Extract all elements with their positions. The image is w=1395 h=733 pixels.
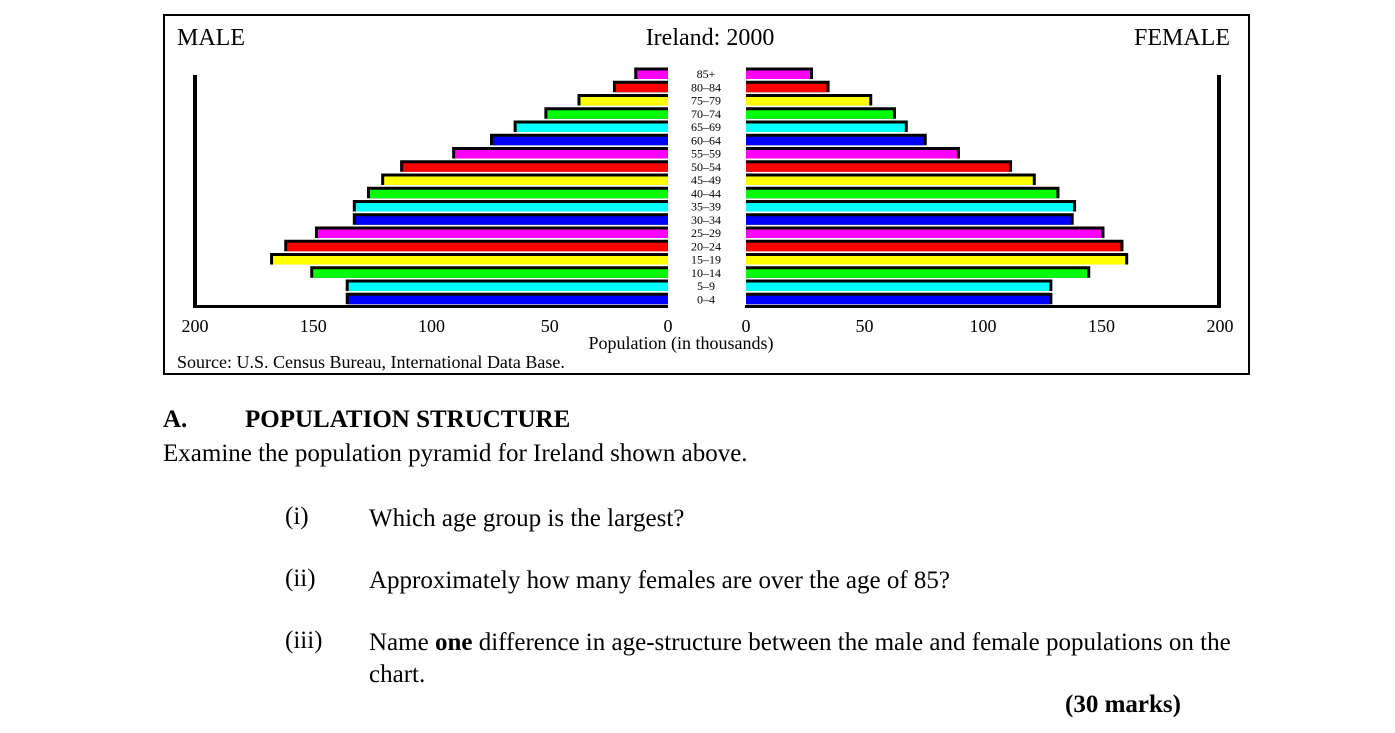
marks-label: (30 marks): [1065, 691, 1181, 718]
age-group-label: 30–34: [691, 213, 721, 227]
male-bar: [384, 176, 668, 185]
age-group-label: 20–24: [691, 239, 721, 253]
female-label: FEMALE: [1134, 25, 1230, 51]
male-bar: [317, 229, 668, 238]
section-title: POPULATION STRUCTURE: [245, 406, 571, 433]
female-bar: [746, 242, 1121, 252]
section-instruction: Examine the population pyramid for Irela…: [163, 440, 748, 467]
age-group-label: 25–29: [691, 226, 721, 240]
age-group-labels: 0–45–910–1415–1920–2425–2930–3435–3940–4…: [691, 67, 721, 306]
age-group-label: 85+: [697, 67, 716, 81]
female-axis-baseline: [745, 305, 1221, 308]
age-group-label: 75–79: [691, 94, 721, 108]
female-axis-ticks: 200 150 100 50 0: [742, 316, 1234, 336]
age-group-label: 0–4: [697, 292, 715, 306]
x-axis-label: Population (in thousands): [589, 333, 774, 354]
male-bar: [547, 110, 668, 119]
age-group-label: 10–14: [691, 266, 721, 280]
question-text: Name one difference in age-structure bet…: [369, 627, 1269, 691]
age-group-label: 50–54: [691, 160, 721, 174]
question-text-emphasis: one: [434, 629, 473, 656]
male-bar: [273, 256, 668, 265]
question-text: Approximately how many females are over …: [369, 567, 951, 594]
male-axis-ticks: 200 150 100 50 0: [182, 316, 673, 336]
female-bar: [746, 110, 893, 119]
female-tick-label: 0: [742, 316, 751, 336]
female-bar: [746, 97, 870, 106]
female-bar: [746, 282, 1050, 291]
male-bar: [615, 83, 668, 93]
question-text-post: difference in age-structure between the …: [369, 629, 1231, 688]
age-group-label: 35–39: [691, 200, 721, 214]
male-label: MALE: [177, 25, 245, 51]
female-bar: [746, 70, 810, 79]
age-group-label: 45–49: [691, 173, 721, 187]
section-heading: A. POPULATION STRUCTURE: [163, 406, 570, 434]
age-group-label: 60–64: [691, 133, 721, 147]
female-tick-label: 50: [856, 316, 874, 336]
female-bars: [746, 67, 1129, 305]
age-group-label: 15–19: [691, 253, 721, 267]
female-bar: [746, 150, 957, 159]
age-group-label: 70–74: [691, 107, 721, 121]
male-bar: [355, 216, 668, 225]
female-bar: [746, 203, 1074, 212]
female-bar: [746, 229, 1102, 238]
male-bar: [637, 70, 668, 79]
female-bar: [746, 163, 1010, 172]
male-tick-label: 150: [300, 316, 327, 336]
left-plot-border: [193, 75, 197, 307]
male-bar: [348, 282, 668, 291]
age-group-label: 65–69: [691, 120, 721, 134]
male-tick-label: 50: [541, 316, 559, 336]
female-tick-label: 150: [1088, 316, 1115, 336]
chart-frame: [163, 14, 1250, 375]
male-bar: [313, 269, 668, 278]
question-number: (i): [285, 503, 309, 530]
female-tick-label: 200: [1207, 316, 1234, 336]
female-bar: [746, 176, 1033, 185]
female-bar: [746, 189, 1057, 199]
female-bar: [746, 123, 905, 132]
female-bar: [746, 216, 1071, 225]
female-bar: [746, 295, 1050, 305]
right-plot-border: [1217, 75, 1221, 307]
female-bar: [746, 256, 1126, 265]
male-bar: [370, 189, 668, 199]
male-bars: [270, 67, 668, 305]
female-bar: [746, 269, 1088, 278]
female-bar: [746, 83, 827, 93]
question-number: (iii): [285, 627, 323, 654]
age-group-label: 80–84: [691, 80, 721, 94]
female-tick-label: 100: [970, 316, 997, 336]
male-bar: [516, 123, 668, 132]
female-bar: [746, 136, 924, 146]
male-bar: [355, 203, 668, 212]
male-bar: [403, 163, 668, 172]
age-group-label: 55–59: [691, 147, 721, 161]
section-letter: A.: [163, 406, 188, 433]
male-tick-label: 0: [664, 316, 673, 336]
male-bar: [455, 150, 668, 159]
question-text: Which age group is the largest?: [369, 505, 685, 532]
male-tick-label: 200: [182, 316, 209, 336]
male-bar: [580, 97, 668, 106]
population-pyramid-chart: MALE Ireland: 2000 FEMALE 0–45–910–1415–…: [163, 14, 1250, 375]
question-text-pre: Name: [369, 629, 435, 656]
male-bar: [492, 136, 668, 146]
source-note: Source: U.S. Census Bureau, Internationa…: [177, 352, 565, 372]
chart-title: Ireland: 2000: [646, 25, 775, 51]
male-bar: [287, 242, 668, 252]
male-bar: [348, 295, 668, 305]
age-group-label: 40–44: [691, 186, 721, 200]
male-tick-label: 100: [418, 316, 445, 336]
age-group-label: 5–9: [697, 279, 715, 293]
question-number: (ii): [285, 565, 316, 592]
male-axis-baseline: [193, 305, 668, 308]
